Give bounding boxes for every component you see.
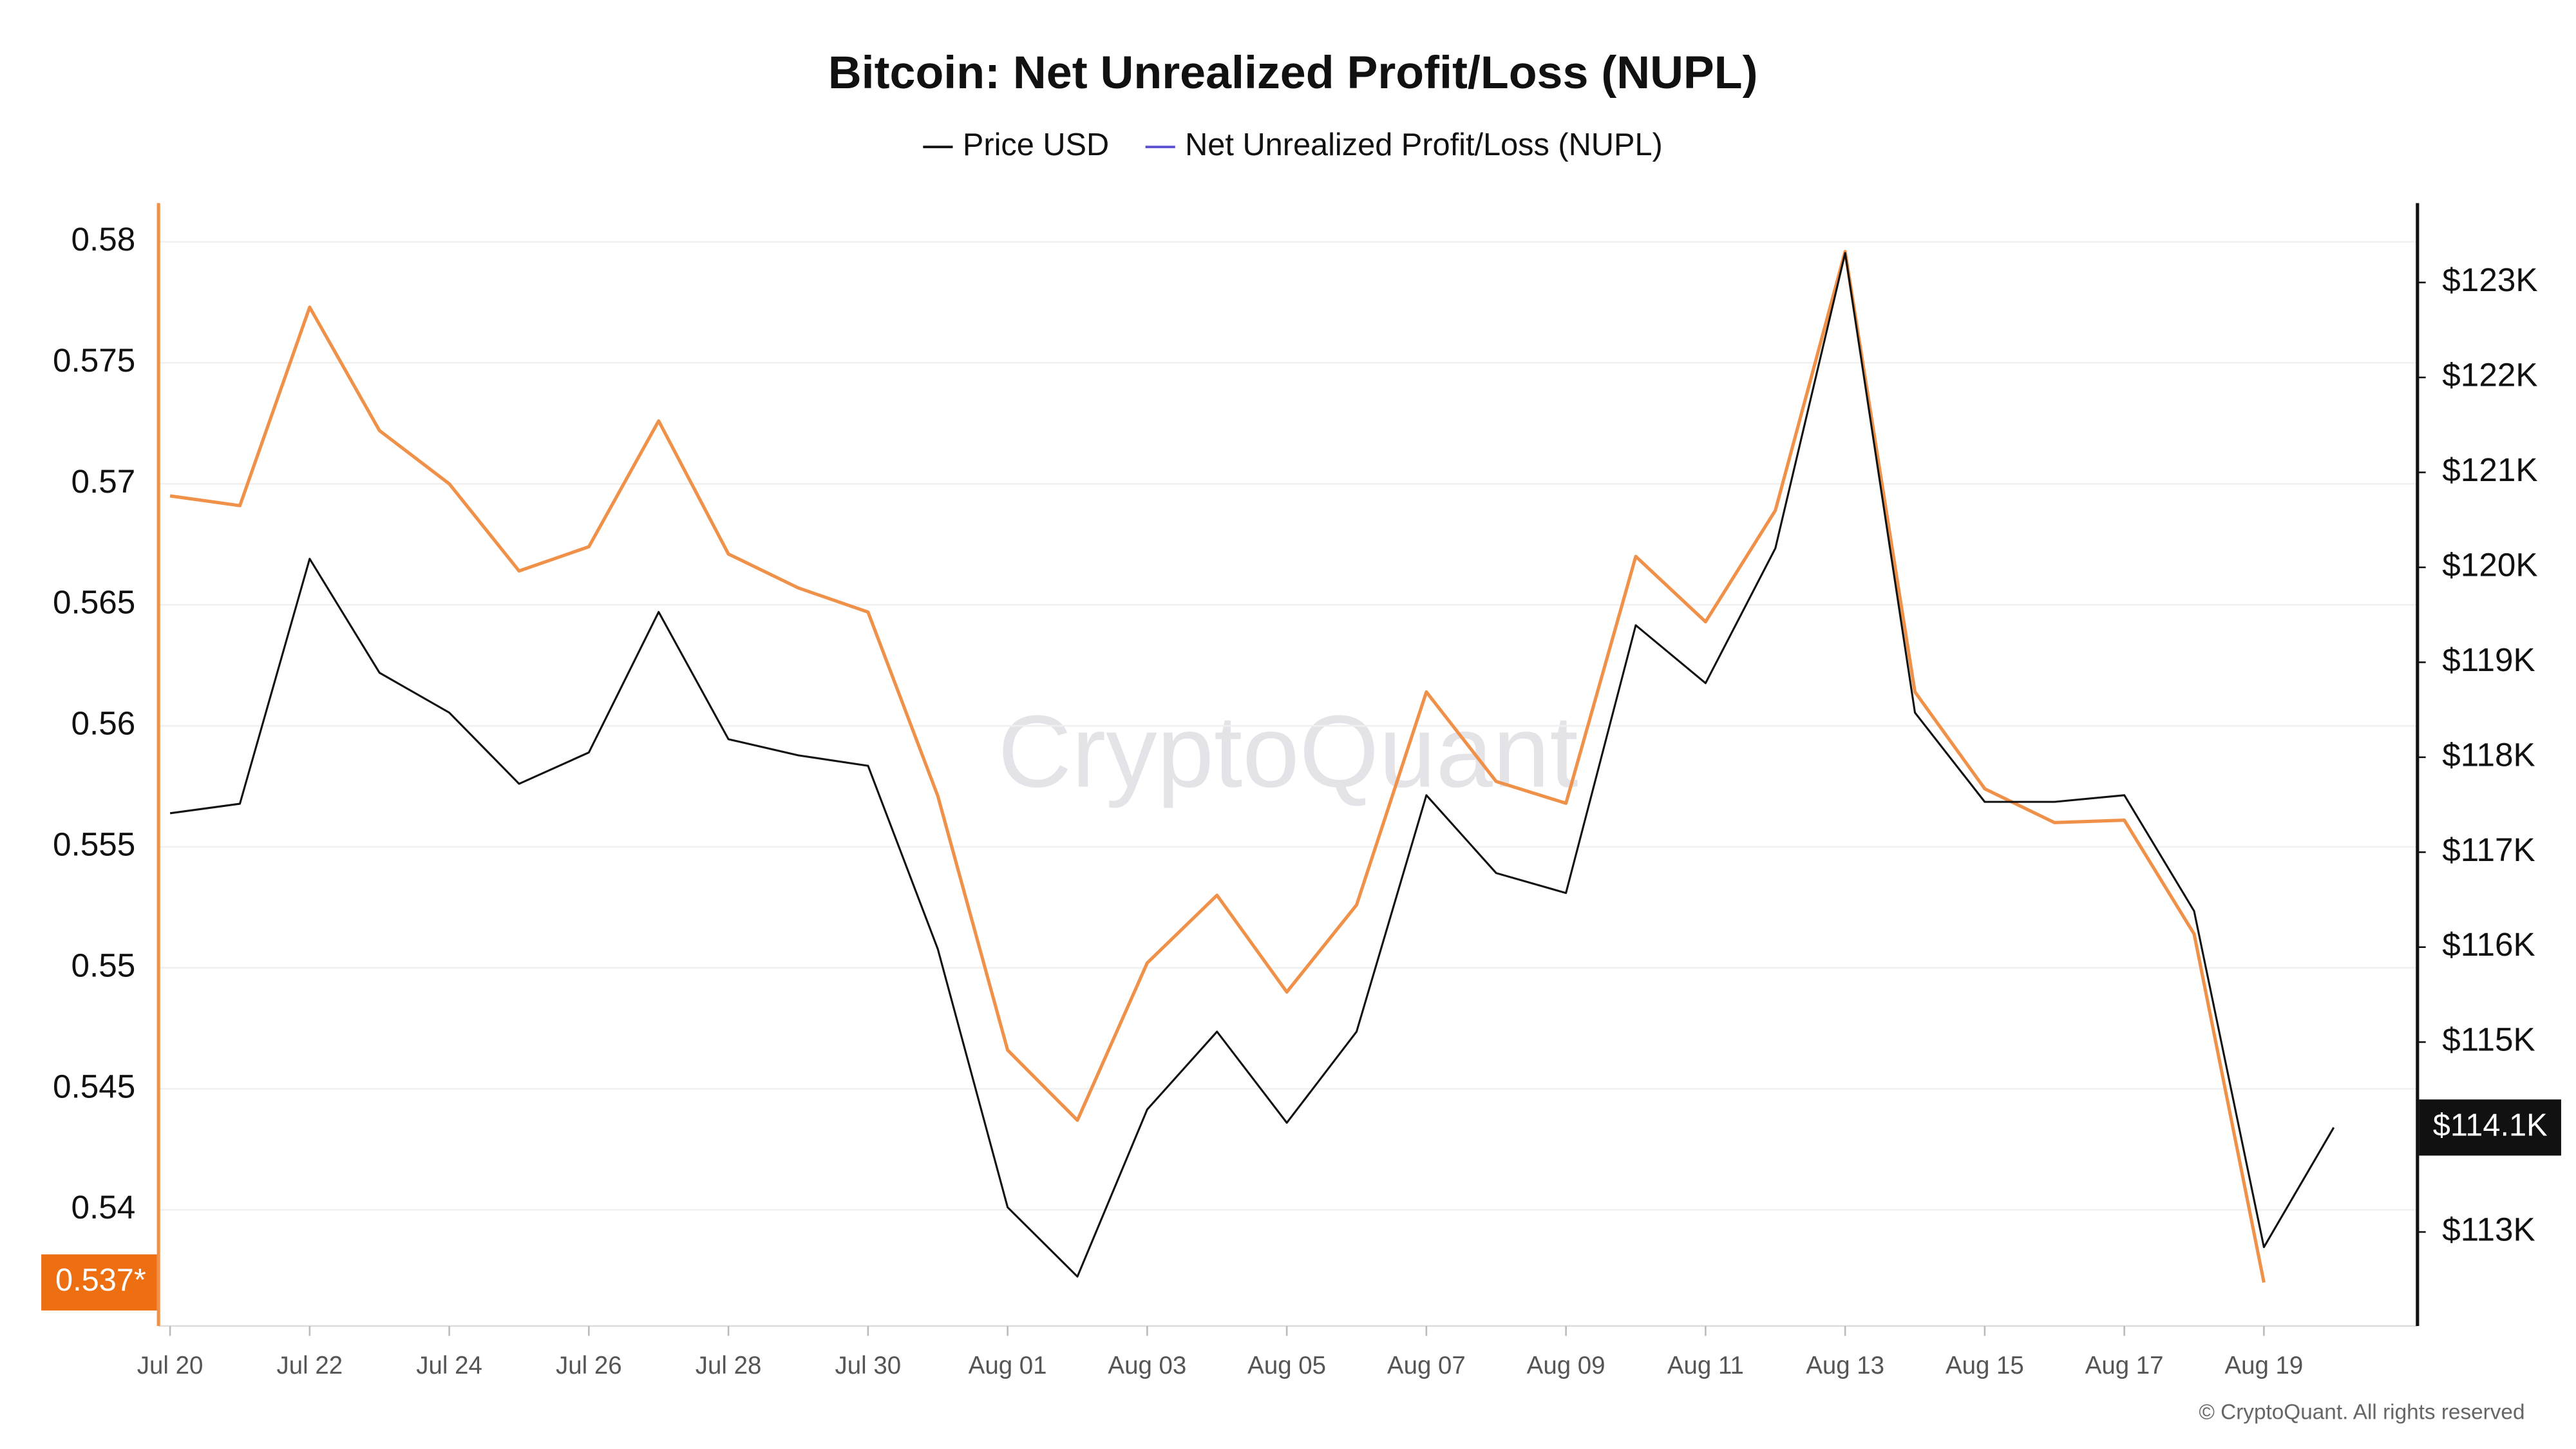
- x-tick-label: Aug 13: [1806, 1352, 1884, 1379]
- y-tick-label: 0.54: [71, 1189, 135, 1226]
- y2-tick-label: $117K: [2442, 831, 2535, 868]
- y2-tick-label: $120K: [2442, 546, 2537, 583]
- y2-tick-label: $122K: [2442, 357, 2537, 393]
- y2-tick-label: $113K: [2442, 1211, 2535, 1248]
- y-tick-label: 0.565: [53, 584, 135, 621]
- x-tick-label: Aug 05: [1247, 1352, 1326, 1379]
- last-value-label: $114.1K: [2433, 1108, 2548, 1143]
- last-value-label: 0.537*: [55, 1263, 146, 1298]
- y-tick-label: 0.57: [71, 463, 135, 500]
- y-tick-label: 0.55: [71, 947, 135, 983]
- x-tick-label: Aug 01: [969, 1352, 1047, 1379]
- y2-tick-label: $116K: [2442, 926, 2535, 963]
- x-tick-label: Jul 24: [416, 1352, 482, 1379]
- chart-title: Bitcoin: Net Unrealized Profit/Loss (NUP…: [828, 47, 1758, 99]
- y2-tick-label: $119K: [2442, 641, 2535, 678]
- x-tick-label: Aug 07: [1387, 1352, 1466, 1379]
- y2-tick-label: $118K: [2442, 736, 2535, 773]
- y-tick-label: 0.56: [71, 705, 135, 742]
- legend-label: Price USD: [963, 128, 1109, 162]
- x-tick-label: Aug 15: [1946, 1352, 2024, 1379]
- y2-tick-label: $121K: [2442, 451, 2537, 488]
- last-value-badge: [2419, 1099, 2561, 1156]
- credit: © CryptoQuant. All rights reserved: [2199, 1401, 2524, 1425]
- x-tick-label: Aug 19: [2224, 1352, 2303, 1379]
- x-tick-label: Aug 09: [1527, 1352, 1605, 1379]
- y-tick-label: 0.555: [53, 826, 135, 862]
- y2-tick-label: $115K: [2442, 1021, 2535, 1058]
- x-tick-label: Aug 11: [1667, 1352, 1744, 1379]
- y-tick-label: 0.545: [53, 1068, 135, 1104]
- x-tick-label: Jul 26: [556, 1352, 622, 1379]
- series-line: [169, 252, 2335, 1278]
- x-tick-label: Jul 30: [835, 1352, 902, 1379]
- x-tick-label: Jul 28: [696, 1352, 762, 1379]
- y-tick-label: 0.575: [53, 342, 135, 379]
- x-tick-label: Aug 17: [2085, 1352, 2164, 1379]
- x-tick-label: Aug 03: [1108, 1352, 1186, 1379]
- legend-label: Net Unrealized Profit/Loss (NUPL): [1185, 128, 1663, 162]
- y2-tick-label: $123K: [2442, 261, 2537, 298]
- x-tick-label: Jul 20: [137, 1352, 204, 1379]
- y-tick-label: 0.58: [71, 221, 135, 258]
- last-value-badge: [41, 1254, 157, 1311]
- series-line: [169, 249, 2266, 1283]
- x-tick-label: Jul 22: [277, 1352, 343, 1379]
- watermark: CryptoQuant: [998, 694, 1578, 808]
